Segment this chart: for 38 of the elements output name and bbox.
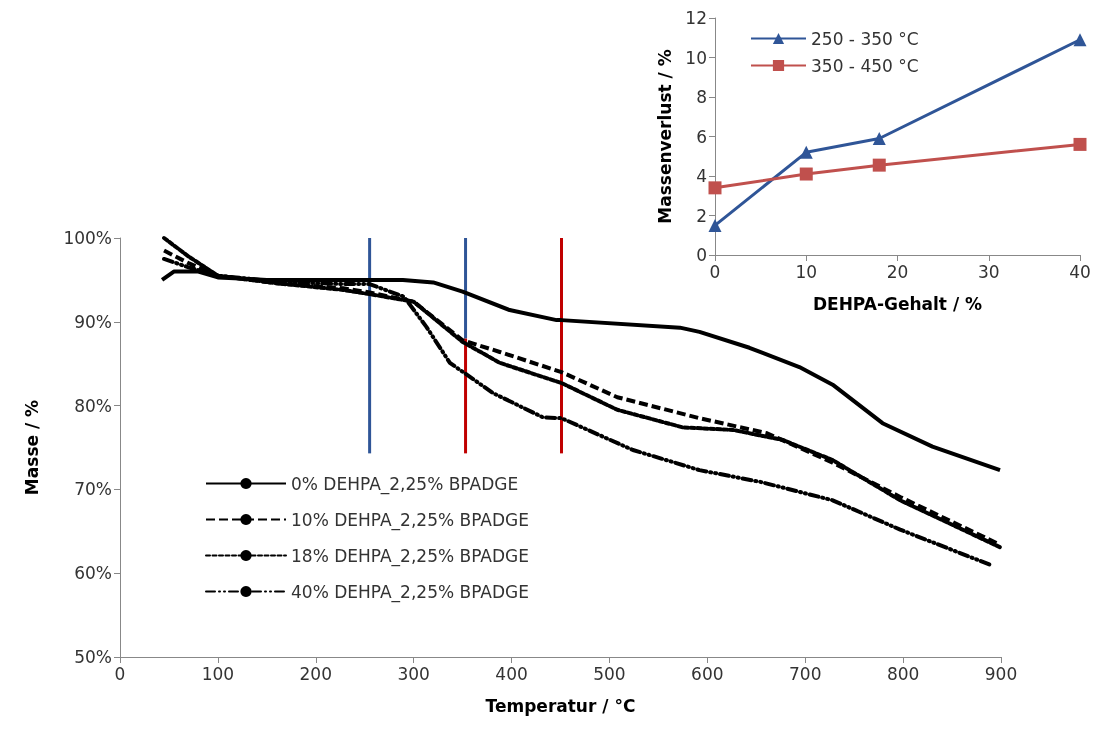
y-axis-title: Masse / % <box>21 399 42 496</box>
x-tick-label: 400 <box>495 663 528 684</box>
y-tick-label: 100% <box>63 228 112 248</box>
x-tick-label: 700 <box>789 663 822 684</box>
x-tick-label: 300 <box>397 663 430 684</box>
x-tick-label: 600 <box>691 663 724 684</box>
x-tick-label: 200 <box>299 663 332 684</box>
legend-label: 0% DEHPA_2,25% BPADGE <box>291 473 519 495</box>
y-tick-label: 90% <box>74 311 112 332</box>
legend-label: 18% DEHPA_2,25% BPADGE <box>291 545 529 567</box>
y-tick-label: 4 <box>696 166 707 186</box>
x-axis-title: Temperatur / °C <box>485 695 636 716</box>
x-axis-title: DEHPA-Gehalt / % <box>812 293 983 314</box>
y-tick-label: 50% <box>74 647 112 667</box>
y-tick-label: 8 <box>696 87 707 107</box>
legend-label: 250 - 350 °C <box>811 28 919 49</box>
legend-label: 350 - 450 °C <box>811 55 919 76</box>
y-tick-label: 70% <box>74 479 112 500</box>
y-tick-label: 10 <box>685 47 707 68</box>
x-tick-label: 40 <box>1069 261 1091 282</box>
x-tick-label: 0 <box>114 663 126 684</box>
legend-label: 40% DEHPA_2,25% BPADGE <box>291 581 529 603</box>
y-tick-label: 12 <box>685 8 707 28</box>
y-tick-label: 60% <box>74 563 112 584</box>
x-tick-label: 0 <box>709 261 721 282</box>
x-tick-label: 100 <box>201 663 235 684</box>
y-tick-label: 6 <box>696 126 707 147</box>
x-tick-label: 900 <box>984 663 1018 684</box>
x-tick-label: 500 <box>593 663 626 684</box>
x-tick-label: 10 <box>795 261 818 282</box>
x-tick-label: 800 <box>886 663 920 684</box>
x-tick-label: 20 <box>886 261 909 282</box>
y-tick-label: 0 <box>696 245 707 265</box>
y-tick-label: 2 <box>696 205 707 226</box>
y-tick-label: 80% <box>74 395 112 416</box>
legend-label: 10% DEHPA_2,25% BPADGE <box>291 509 529 531</box>
y-axis-title: Massenverlust / % <box>654 49 675 224</box>
x-tick-label: 30 <box>977 261 1000 282</box>
